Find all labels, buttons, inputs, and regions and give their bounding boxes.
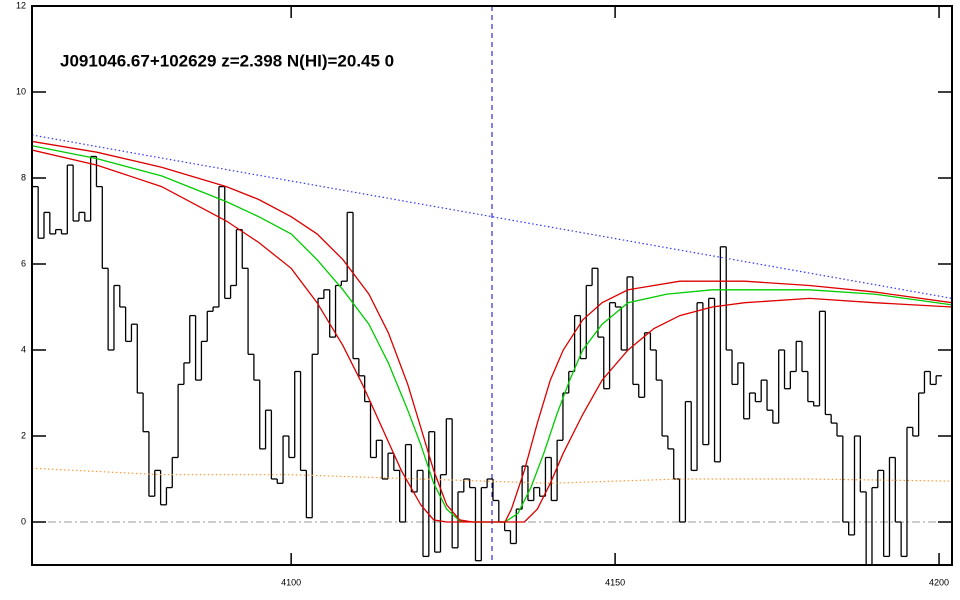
dotted-curve bbox=[32, 467, 952, 484]
fit-curve bbox=[32, 140, 952, 523]
plot-frame bbox=[31, 5, 953, 566]
plot-area bbox=[32, 6, 952, 565]
y-tick-label: 0 bbox=[21, 516, 26, 526]
y-tick-label: 8 bbox=[21, 172, 26, 182]
x-tick-label: 4200 bbox=[929, 577, 949, 587]
fit-curve bbox=[32, 149, 952, 523]
y-tick-label: 12 bbox=[16, 0, 26, 10]
y-tick-label: 10 bbox=[16, 86, 26, 96]
x-tick-label: 4100 bbox=[281, 577, 301, 587]
y-tick-label: 2 bbox=[21, 430, 26, 440]
y-tick-label: 4 bbox=[21, 344, 26, 354]
y-tick-label: 6 bbox=[21, 258, 26, 268]
x-tick-label: 4150 bbox=[605, 577, 625, 587]
spectrum-riser bbox=[37, 156, 937, 565]
chart-title: J091046.67+102629 z=2.398 N(HI)=20.45 0 bbox=[60, 51, 394, 70]
